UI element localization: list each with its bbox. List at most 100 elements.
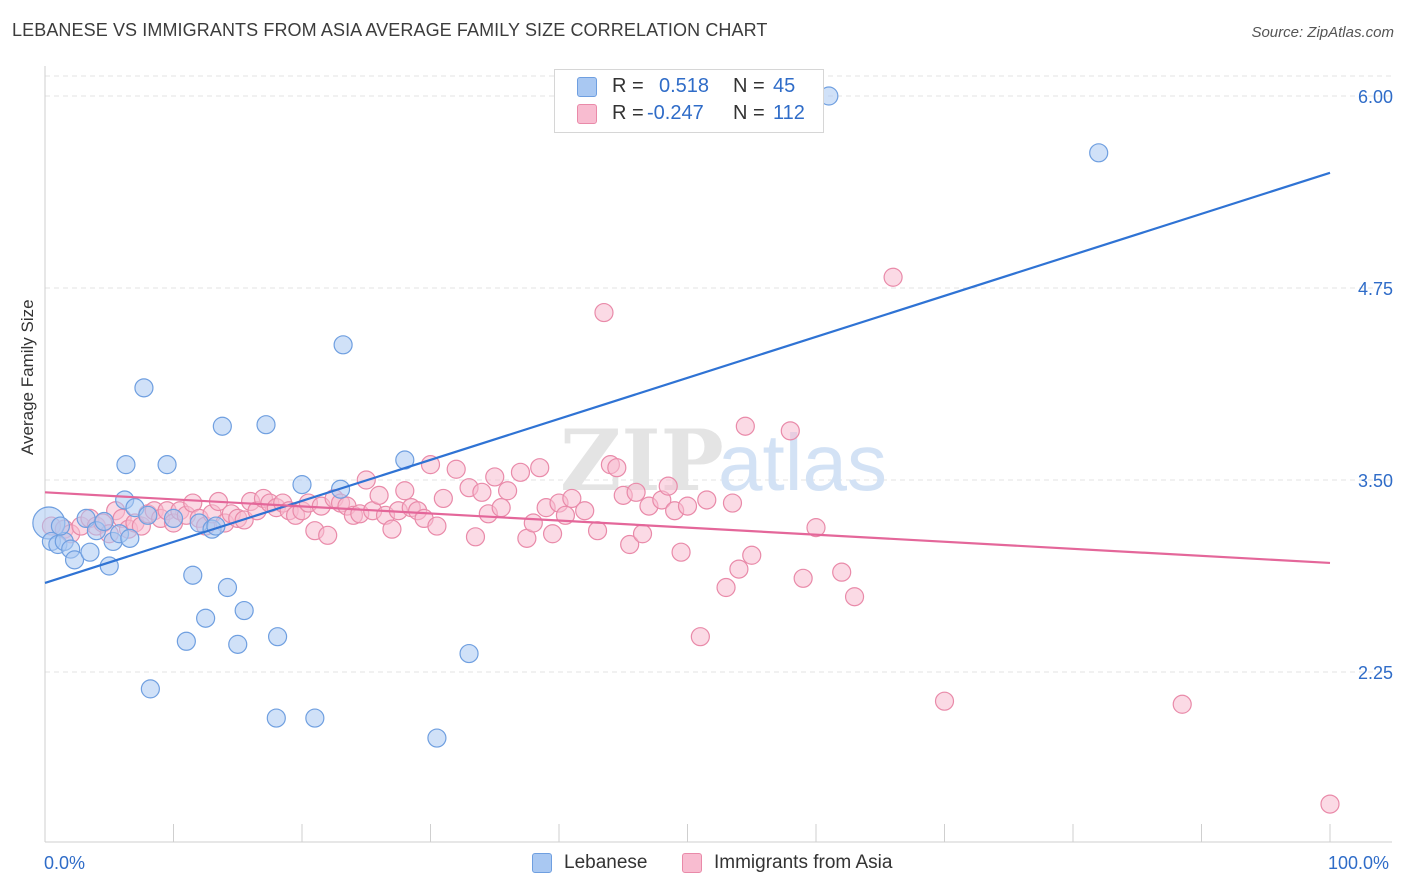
legend: R = 0.518 N = 45 R = -0.247 N = 112 — [554, 69, 824, 133]
data-point — [677, 496, 698, 516]
data-point — [934, 691, 955, 711]
data-point — [626, 482, 646, 502]
data-point — [140, 679, 160, 699]
data-point — [318, 525, 338, 545]
data-point — [485, 467, 505, 487]
y-tick-labels: 2.25 3.50 4.75 6.00 — [1358, 87, 1393, 683]
data-point — [459, 643, 479, 664]
legend-n-label: N = — [733, 75, 765, 97]
data-point — [212, 416, 232, 436]
data-point — [234, 600, 254, 621]
chart-title: LEBANESE VS IMMIGRANTS FROM ASIA AVERAGE… — [12, 20, 768, 40]
points-immigrants-from-asia — [41, 267, 1340, 814]
data-point — [735, 416, 755, 436]
data-point — [120, 528, 140, 548]
x-tick-min: 0.0% — [44, 853, 86, 873]
bottom-legend-label-asia: Immigrants from Asia — [714, 852, 893, 873]
data-point — [228, 634, 248, 654]
data-point — [305, 708, 325, 728]
data-point — [697, 490, 717, 510]
data-point — [716, 577, 736, 598]
data-point — [94, 511, 114, 532]
legend-n-value: 45 — [773, 75, 796, 97]
legend-r-value: 0.518 — [659, 75, 710, 97]
data-point — [420, 455, 441, 475]
legend-n-value: 112 — [773, 102, 805, 124]
data-point — [575, 501, 595, 521]
data-point — [594, 302, 614, 323]
data-point — [793, 568, 813, 588]
data-point — [1172, 694, 1192, 714]
bottom-legend-label-lebanese: Lebanese — [564, 852, 648, 873]
data-point — [883, 267, 903, 287]
data-point — [256, 415, 276, 435]
legend-r-label: R = — [612, 75, 644, 97]
data-point — [64, 550, 85, 570]
data-point — [157, 455, 177, 475]
data-point — [369, 485, 389, 505]
x-tick-max: 100.0% — [1328, 853, 1390, 873]
data-point — [217, 577, 238, 598]
data-point — [433, 488, 453, 509]
data-point — [427, 728, 447, 748]
data-point — [632, 524, 653, 544]
data-point — [292, 475, 312, 495]
y-axis-label: Average Family Size — [18, 299, 37, 455]
data-point — [382, 519, 402, 539]
data-point — [523, 513, 543, 533]
data-point — [844, 587, 865, 607]
data-point — [510, 462, 531, 482]
data-point — [498, 481, 518, 501]
data-point — [742, 545, 762, 565]
legend-swatch-asia — [577, 104, 597, 124]
y-tick-label: 2.25 — [1358, 663, 1393, 683]
y-tick-label: 3.50 — [1358, 471, 1393, 491]
data-point — [587, 521, 608, 541]
data-point — [1089, 143, 1109, 163]
data-point — [446, 459, 466, 479]
data-point — [722, 493, 743, 513]
data-point — [542, 524, 563, 544]
data-point — [729, 559, 749, 579]
data-point — [176, 631, 196, 651]
legend-swatch-lebanese — [577, 77, 597, 97]
data-point — [266, 708, 286, 728]
data-point — [671, 542, 691, 562]
data-point — [472, 482, 492, 502]
bottom-legend-swatch-asia — [682, 853, 702, 873]
data-point — [658, 476, 678, 496]
data-point — [491, 498, 511, 518]
data-point — [138, 505, 158, 525]
data-point — [116, 455, 136, 475]
axes — [44, 66, 1392, 843]
y-tick-label: 6.00 — [1358, 87, 1393, 107]
data-point — [50, 516, 71, 536]
data-point — [465, 527, 486, 547]
data-point — [607, 458, 627, 478]
data-point — [780, 421, 800, 441]
trend-line-asia — [44, 491, 1331, 565]
data-point — [163, 508, 184, 529]
legend-n-label: N = — [733, 102, 765, 124]
data-point — [832, 562, 852, 582]
trend-line-lebanese — [44, 171, 1331, 584]
bottom-legend-swatch-lebanese — [532, 853, 552, 873]
data-point — [806, 518, 826, 538]
data-point — [183, 565, 203, 585]
data-point — [530, 458, 550, 478]
y-tick-label: 4.75 — [1358, 279, 1393, 299]
legend-r-value: -0.247 — [647, 102, 704, 124]
data-point — [690, 627, 710, 647]
source-label: Source: ZipAtlas.com — [1251, 24, 1394, 41]
data-point — [427, 516, 447, 536]
data-point — [1320, 794, 1340, 814]
data-point — [620, 534, 640, 555]
data-point — [395, 481, 415, 501]
data-point — [80, 542, 100, 562]
data-point — [134, 378, 154, 398]
data-point — [267, 627, 288, 647]
data-point — [333, 335, 353, 355]
legend-r-label: R = — [612, 102, 644, 124]
trend-lines — [44, 171, 1331, 584]
